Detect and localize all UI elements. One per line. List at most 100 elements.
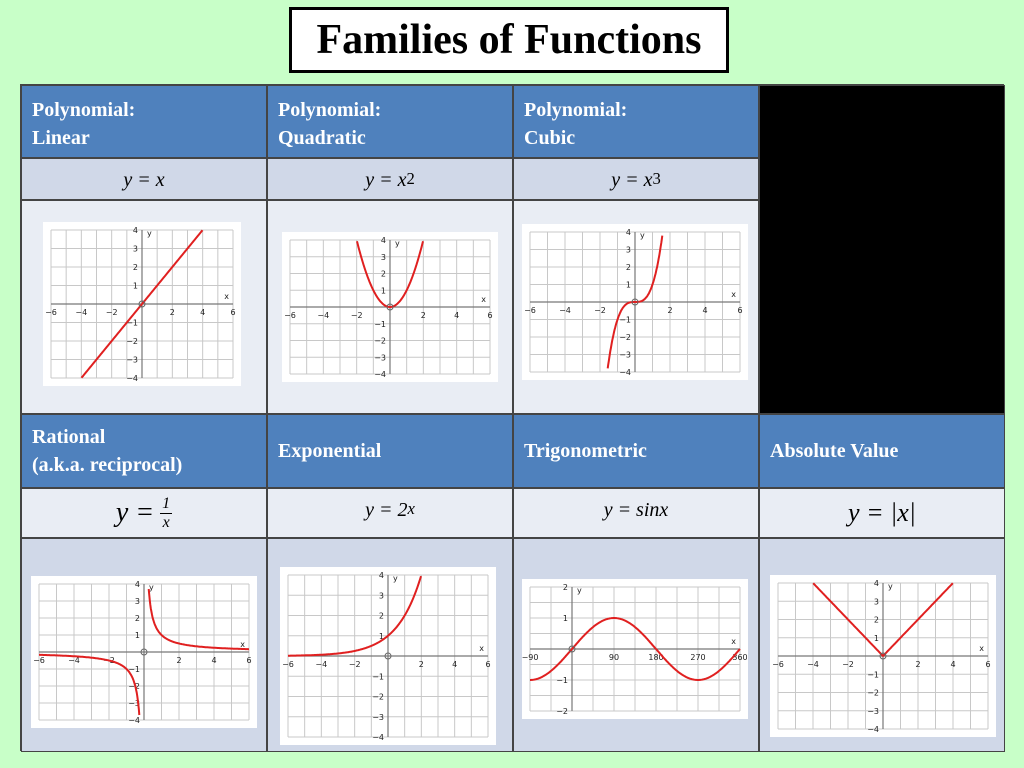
x-tick-label: −2 (349, 660, 361, 669)
equation-exponential-base: y = 2 (365, 499, 408, 521)
header-trigonometric-label: Trigonometric (524, 440, 647, 462)
graph-linear: −6 −4 −2 2 4 6 1 2 3 4 −1 −2 −3 −4 x y (43, 222, 241, 386)
header-cubic: Polynomial: Cubic (513, 85, 759, 158)
y-tick-label: −3 (374, 353, 386, 362)
equation-linear-text: y = x (123, 169, 165, 191)
x-axis-label: x (481, 295, 486, 304)
equation-absolute-text: y = |x| (848, 498, 916, 527)
y-tick-label: −2 (619, 333, 631, 342)
plot-cell-trig: −90 90 180 270 360 2 1 −1 −2 x y (513, 538, 759, 752)
y-tick-label: 3 (626, 246, 631, 255)
y-tick-label: −1 (619, 316, 631, 325)
x-tick-label: 6 (230, 308, 235, 317)
x-tick-label: 2 (667, 306, 672, 315)
header-trigonometric: Trigonometric (513, 414, 759, 488)
y-tick-label: −1 (128, 665, 140, 674)
graph-trig-svg: −90 90 180 270 360 2 1 −1 −2 x y (522, 583, 748, 716)
y-tick-label: 4 (381, 236, 386, 245)
y-axis-label: y (888, 582, 893, 591)
origin-marker (386, 303, 394, 311)
equation-rational: y = 1 x (21, 488, 267, 538)
y-tick-label: 1 (381, 286, 386, 295)
y-axis-label: y (577, 586, 582, 595)
x-tick-label: 2 (915, 660, 920, 669)
y-axis-label: y (640, 231, 645, 240)
y-tick-label: 4 (135, 580, 140, 589)
y-axis-label: y (147, 229, 152, 238)
functions-table: Polynomial: Linear Polynomial: Quadratic… (20, 84, 1005, 752)
header-absolute-label: Absolute Value (770, 440, 899, 462)
x-tick-label: 2 (421, 311, 426, 320)
y-tick-label: −1 (556, 676, 568, 685)
x-tick-label: −4 (68, 656, 80, 665)
plot-cell-rational: −6 −4 −2 2 4 6 1 2 3 4 −1 −2 −3 −4 x y (21, 538, 267, 752)
y-tick-label: −4 (867, 725, 879, 734)
y-tick-label: −4 (126, 374, 138, 383)
y-tick-label: 2 (381, 270, 386, 279)
blank-black-cell (759, 85, 1005, 414)
y-tick-label: −1 (126, 319, 138, 328)
function-curve (147, 588, 249, 651)
header-quadratic-line2: Quadratic (278, 127, 366, 149)
y-tick-label: −2 (126, 337, 138, 346)
function-curve (39, 653, 141, 716)
equation-linear: y = x (21, 158, 267, 200)
x-tick-label: −2 (594, 306, 606, 315)
function-curve (356, 241, 424, 308)
y-tick-label: −4 (619, 368, 631, 377)
graph-absolute: −6 −4 −2 2 4 6 1 2 3 4 −1 −2 −3 −4 x y (770, 575, 996, 737)
x-tick-label: 4 (950, 660, 955, 669)
header-quadratic: Polynomial: Quadratic (267, 85, 513, 158)
y-tick-label: −2 (372, 693, 384, 702)
equation-trig: y = sin x (513, 488, 759, 538)
header-absolute-value: Absolute Value (759, 414, 1005, 488)
graph-cubic: −6 −4 −2 2 4 6 1 2 3 4 −1 −2 −3 −4 x y (522, 224, 748, 380)
x-tick-label: 4 (211, 656, 216, 665)
y-tick-label: 4 (874, 579, 879, 588)
x-tick-label: −4 (559, 306, 571, 315)
y-tick-label: 1 (874, 634, 879, 643)
plot-cell-quadratic: −6 −4 −2 2 4 6 1 2 3 4 −1 −2 −3 −4 x y (267, 200, 513, 414)
header-cubic-line1: Polynomial: (524, 99, 628, 121)
plot-cell-absolute: −6 −4 −2 2 4 6 1 2 3 4 −1 −2 −3 −4 x y (759, 538, 1005, 752)
y-tick-label: 1 (379, 632, 384, 641)
x-tick-label: −6 (45, 308, 57, 317)
y-tick-label: −2 (374, 337, 386, 346)
equation-rational-lhs: y = (115, 497, 155, 528)
graph-trig: −90 90 180 270 360 2 1 −1 −2 x y (522, 579, 748, 719)
x-tick-label: −90 (522, 653, 538, 662)
graph-quadratic-svg: −6 −4 −2 2 4 6 1 2 3 4 −1 −2 −3 −4 x y (284, 236, 492, 379)
header-rational-line1: Rational (32, 426, 106, 448)
plot-cell-exponential: −6 −4 −2 2 4 6 1 2 3 4 −1 −2 −3 −4 x y (267, 538, 513, 752)
x-tick-label: 270 (690, 653, 705, 662)
y-axis-label: y (393, 574, 398, 583)
x-axis-label: x (224, 292, 229, 301)
y-tick-label: 2 (626, 263, 631, 272)
equation-rational-den: x (162, 513, 170, 531)
y-tick-label: 3 (874, 597, 879, 606)
equation-quadratic-base: y = x (365, 169, 407, 191)
y-tick-label: −2 (128, 682, 140, 691)
function-curve (606, 235, 664, 369)
x-tick-label: 90 (609, 653, 619, 662)
x-tick-label: −2 (842, 660, 854, 669)
y-tick-label: −1 (867, 670, 879, 679)
y-axis-label: y (395, 239, 400, 248)
graph-exponential-svg: −6 −4 −2 2 4 6 1 2 3 4 −1 −2 −3 −4 x y (282, 571, 490, 742)
graph-absolute-svg: −6 −4 −2 2 4 6 1 2 3 4 −1 −2 −3 −4 x y (772, 579, 990, 734)
x-axis-label: x (979, 644, 984, 653)
x-tick-label: 360 (732, 653, 747, 662)
y-tick-label: 2 (874, 616, 879, 625)
header-linear-line1: Polynomial: (32, 99, 136, 121)
y-tick-label: −1 (372, 672, 384, 681)
origin-marker (140, 648, 148, 656)
x-axis-label: x (479, 644, 484, 653)
x-tick-label: 4 (702, 306, 707, 315)
origin-marker (879, 652, 887, 660)
x-axis-label: x (731, 290, 736, 299)
graph-linear-svg: −6 −4 −2 2 4 6 1 2 3 4 −1 −2 −3 −4 x y (45, 226, 235, 383)
x-tick-label: −4 (75, 308, 87, 317)
equation-cubic-exp: 3 (652, 169, 661, 188)
y-tick-label: 3 (135, 597, 140, 606)
